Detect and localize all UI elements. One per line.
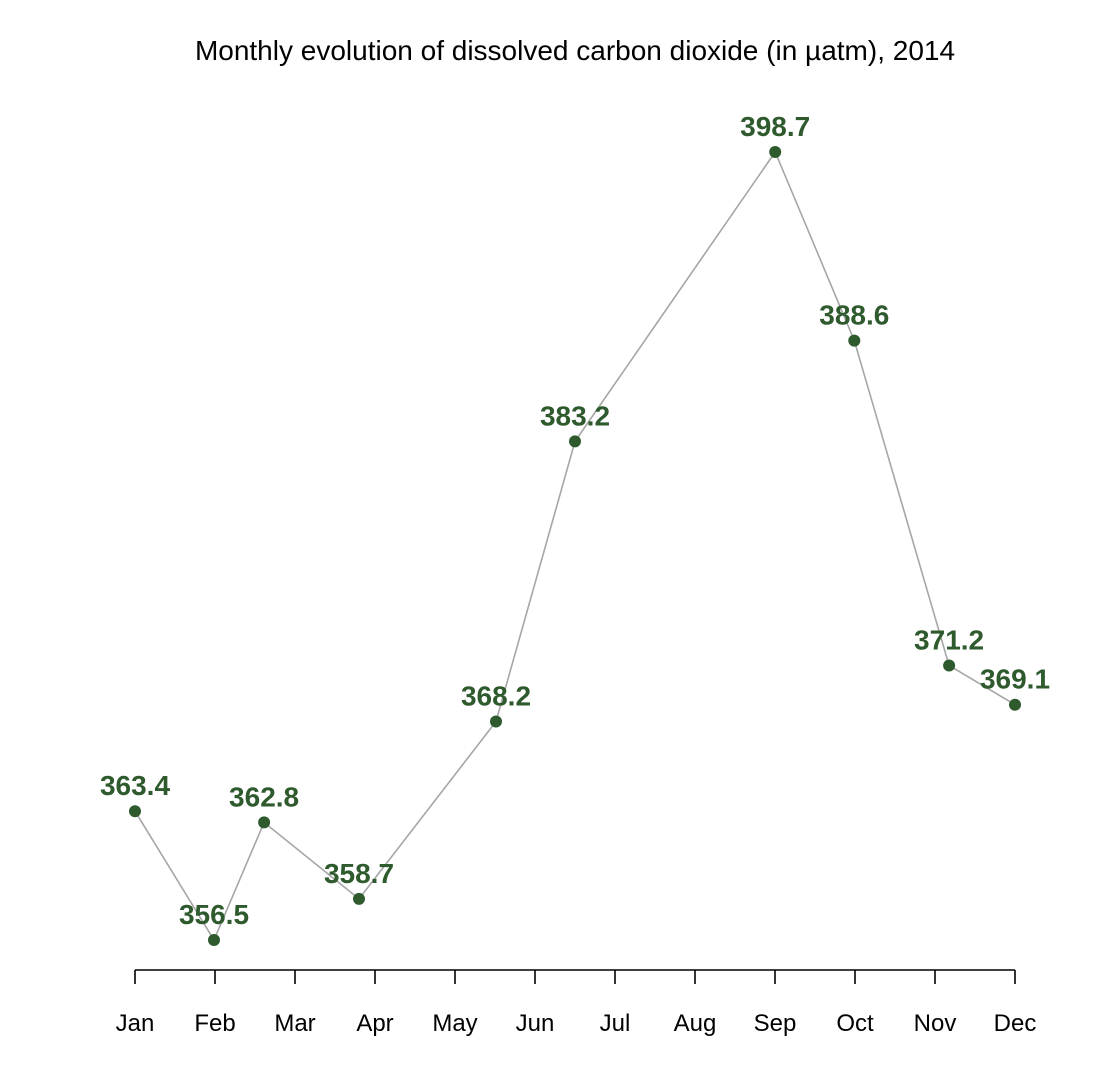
data-label: 371.2 <box>914 625 984 656</box>
data-point <box>848 334 861 347</box>
x-axis: Jan Feb Mar Apr May Jun Jul Aug Sep Oct Nov Dec <box>116 969 1037 1037</box>
data-label: 388.6 <box>819 300 889 331</box>
data-labels: 363.4 356.5 362.8 358.7 368.2 383.2 398.7 388.6… <box>100 111 1050 930</box>
x-tick-label: Jul <box>600 1010 631 1037</box>
data-label: 368.2 <box>461 681 531 712</box>
data-point <box>943 659 956 672</box>
x-tick-label: Oct <box>836 1010 874 1037</box>
x-tick-label: Sep <box>754 1010 797 1037</box>
data-point <box>769 146 782 158</box>
data-label: 362.8 <box>229 781 299 812</box>
data-point <box>569 435 581 448</box>
x-tick-label: Mar <box>274 1010 315 1037</box>
data-point <box>129 805 141 818</box>
x-tick-label: Apr <box>356 1010 393 1037</box>
x-tick-label: May <box>432 1010 477 1037</box>
data-point <box>1009 698 1021 711</box>
x-tick-label: Feb <box>194 1010 235 1037</box>
chart-title: Monthly evolution of dissolved carbon di… <box>195 35 955 66</box>
data-point <box>258 816 271 829</box>
data-point <box>353 892 365 905</box>
data-label: 363.4 <box>100 770 170 801</box>
series-layer <box>129 146 1021 946</box>
data-point <box>208 934 220 946</box>
data-label: 358.7 <box>324 858 394 889</box>
data-label: 369.1 <box>980 664 1050 695</box>
data-label: 356.5 <box>179 899 249 930</box>
series-line <box>134 150 1016 942</box>
x-tick-label: Aug <box>674 1010 717 1037</box>
x-tick-label: Jun <box>516 1010 555 1037</box>
data-label: 398.7 <box>740 111 810 142</box>
data-point <box>490 715 502 728</box>
data-label: 383.2 <box>540 400 610 431</box>
x-tick-label: Jan <box>116 1010 155 1037</box>
x-tick-label: Dec <box>994 1010 1037 1037</box>
x-tick-label: Nov <box>914 1010 957 1037</box>
